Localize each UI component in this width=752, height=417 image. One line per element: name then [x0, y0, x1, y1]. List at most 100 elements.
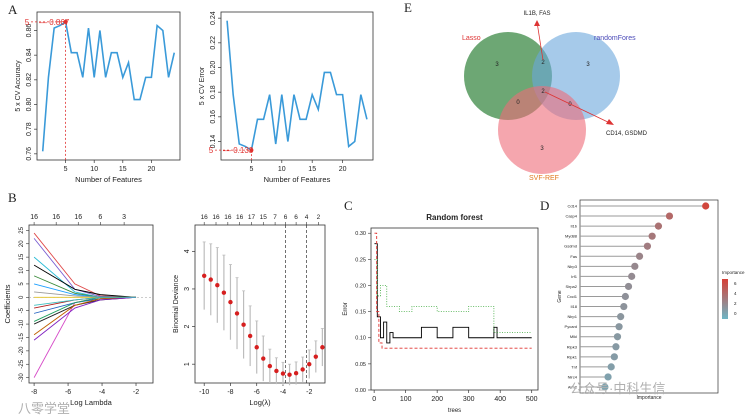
- d-lollipop-point: [631, 262, 639, 270]
- venn-annotation-top: IL1B, FAS: [523, 11, 550, 17]
- d-lollipop-point: [615, 323, 623, 331]
- a2-y-tick-label: 0.20: [210, 61, 217, 75]
- panel-letter-a: A: [8, 2, 18, 17]
- b1-top-tick-label: 16: [74, 214, 82, 221]
- b1-coef-path-13: [33, 296, 137, 336]
- venn-count-randomforest-svf-ref: 0: [568, 102, 572, 108]
- a1-highlight-value-label: — 0.867: [39, 18, 70, 27]
- b1-coef-path-15: [34, 296, 137, 306]
- b1-x-tick-label: -8: [31, 389, 37, 396]
- a2-series-line: [226, 20, 368, 152]
- a1-y-tick-label: 0.82: [26, 73, 33, 87]
- b1-y-tick-label: -10: [19, 319, 25, 328]
- b2-x-tick-label: -4: [280, 389, 286, 396]
- venn-annotation-right: CD14, GSDMD: [606, 131, 648, 137]
- b1-y-tick-label: -20: [19, 346, 25, 355]
- b2-point: [201, 273, 207, 278]
- d-lollipop-point: [612, 343, 620, 351]
- c-y-tick-label: 0.30: [355, 231, 366, 237]
- c-x-tick-label: 100: [400, 396, 412, 403]
- b1-top-tick-label: 16: [30, 214, 38, 221]
- b2-top-tick-label: 16: [224, 214, 232, 221]
- b2-point: [267, 363, 273, 369]
- d-gene-label: Il1b: [571, 224, 578, 229]
- a1-y-tick-label: 0.78: [26, 122, 33, 136]
- b1-y-tick-label: 5: [19, 282, 25, 286]
- venn-set-label-svf-ref: SVF-REF: [529, 175, 559, 182]
- b1-top-tick-label: 3: [122, 214, 126, 221]
- d-lollipop-point: [635, 252, 644, 260]
- watermark-right: 公众号·中科生信: [570, 381, 666, 396]
- b2-point: [307, 361, 312, 367]
- a1-y-tick-label: 0.86: [26, 24, 33, 38]
- b2-top-tick-label: 15: [260, 214, 268, 221]
- a2-highlight-point: [249, 148, 254, 153]
- c-y-tick-label: 0.10: [355, 336, 366, 342]
- d-gene-label: Nlrc4: [568, 374, 578, 379]
- d-gene-label: Ripk3: [567, 344, 578, 349]
- a2-y-axis-label: 5 x CV Error: [199, 66, 206, 105]
- panel-letter-c: C: [344, 198, 353, 213]
- a2-y-tick-label: 0.14: [210, 135, 217, 149]
- d-gene-label: Mlkl: [570, 334, 577, 339]
- a1-x-tick-label: 5: [64, 166, 68, 173]
- b2-x-tick-label: -8: [227, 389, 233, 396]
- b2-x-tick-label: -2: [306, 389, 312, 396]
- d-gene-label: Cxcl1: [567, 294, 578, 299]
- b1-plot-frame: [28, 224, 154, 384]
- a1-y-tick-label: 0.80: [26, 98, 33, 112]
- b1-coef-path-4: [33, 264, 137, 298]
- d-lollipop-point: [624, 282, 633, 291]
- venn-count-lasso-svf-ref: 0: [516, 100, 520, 106]
- a1-y-tick-label: 0.84: [26, 48, 33, 62]
- b2-point: [300, 367, 305, 372]
- a1-y-axis-label: 5 x CV Accuracy: [15, 60, 22, 112]
- d-gene-label: Nlrp3: [567, 264, 577, 269]
- d-lollipop-point: [643, 242, 652, 250]
- a2-x-tick-label: 15: [308, 166, 316, 173]
- d-gene-label: Ripk1: [567, 354, 578, 359]
- a1-series-line: [41, 20, 176, 152]
- c-x-tick-label: 500: [526, 396, 538, 403]
- a2-x-tick-label: 20: [339, 166, 347, 173]
- c-x-tick-label: 200: [431, 396, 443, 403]
- c-y-tick-label: 0.15: [355, 310, 366, 316]
- c-y-tick-label: 0.20: [355, 283, 366, 289]
- b2-point: [313, 354, 319, 359]
- a2-y-tick-label: 0.18: [210, 85, 217, 99]
- a1-x-tick-label: 20: [148, 166, 156, 173]
- a2-highlight-value-label: — 0.133: [223, 146, 254, 155]
- b2-top-tick-label: 4: [305, 214, 309, 221]
- d-gene-label: Pycard: [565, 324, 577, 329]
- b2-y-tick-label: 4: [184, 249, 191, 253]
- a1-x-tick-label: 10: [90, 166, 98, 173]
- d-gene-label: Aim2: [568, 385, 578, 390]
- c-error-series-1: [374, 232, 532, 349]
- d-lollipop-point: [607, 363, 615, 371]
- a1-plot-frame: [36, 11, 181, 161]
- c-chart-title: Random forest: [426, 213, 483, 222]
- d-gene-label: Casp4: [565, 214, 577, 219]
- a2-plot-frame: [220, 11, 374, 161]
- d-lollipop-point: [601, 383, 609, 391]
- venn-count-randomforest-only: 3: [586, 62, 590, 68]
- b1-y-tick-label: -15: [19, 332, 25, 341]
- b1-y-tick-label: 25: [19, 226, 25, 233]
- b2-y-tick-label: 2: [184, 325, 191, 329]
- b1-coef-path-6: [33, 283, 137, 298]
- d-lollipop-point: [617, 313, 625, 321]
- venn-circle-svf-ref: [498, 86, 586, 174]
- c-x-tick-label: 300: [463, 396, 475, 403]
- b2-x-tick-label: -6: [254, 389, 260, 396]
- b1-top-tick-label: 6: [98, 214, 102, 221]
- c-y-tick-label: 0.05: [355, 362, 366, 368]
- venn-count-lasso-only: 3: [495, 62, 499, 68]
- b2-point: [261, 356, 266, 361]
- d-lollipop-point: [610, 353, 618, 361]
- a1-x-tick-label: 15: [119, 166, 127, 173]
- b1-x-tick-label: -2: [133, 389, 139, 396]
- c-x-axis-label: trees: [448, 408, 461, 414]
- b1-top-tick-label: 16: [52, 214, 60, 221]
- b2-top-tick-label: 6: [294, 214, 298, 221]
